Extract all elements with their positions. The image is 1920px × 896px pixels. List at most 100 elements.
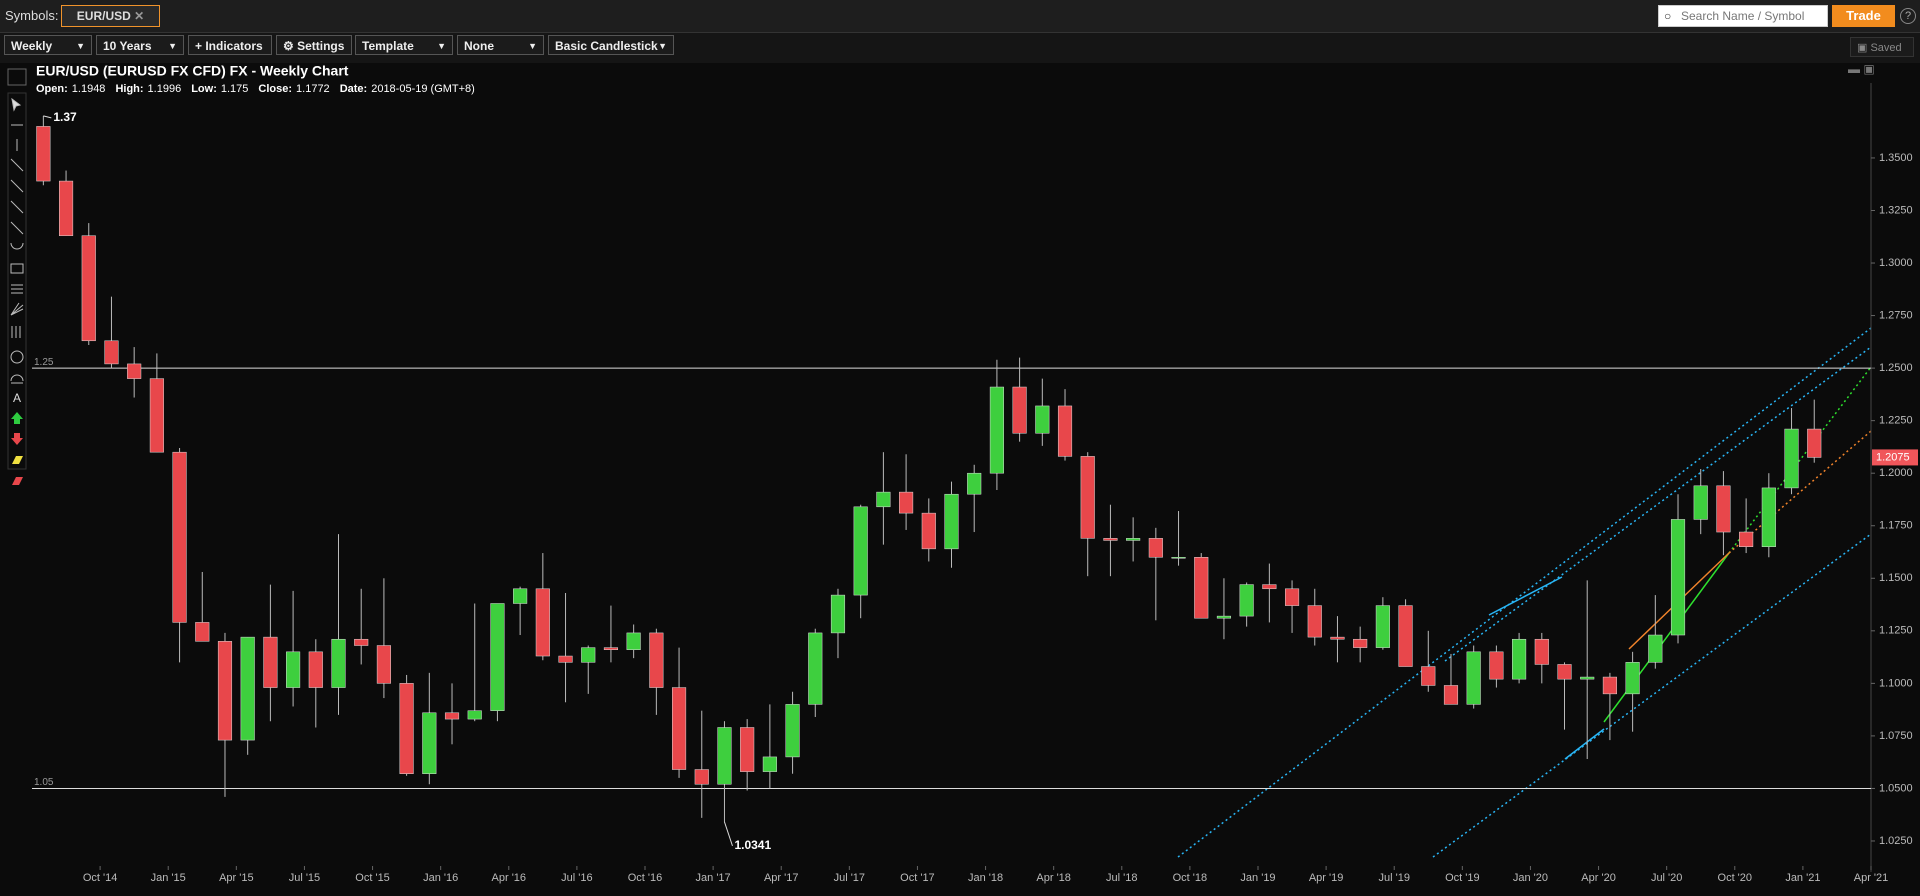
overlay: None xyxy=(464,39,494,53)
candle-body xyxy=(1035,405,1050,434)
trend-line[interactable] xyxy=(1432,533,1872,858)
settings: Settings xyxy=(297,39,345,53)
candle-body xyxy=(58,180,74,236)
candle-body xyxy=(944,493,959,550)
style-select[interactable]: Basic Candlestick ▼ xyxy=(548,35,674,55)
x-tick-label: Jan '21 xyxy=(1785,872,1820,884)
x-tick-label: Apr '17 xyxy=(764,872,799,884)
candle-body xyxy=(149,378,164,453)
tool[interactable] xyxy=(10,350,24,364)
x-tick-label: Jan '19 xyxy=(1240,872,1275,884)
trade-button[interactable]: Trade xyxy=(1832,5,1895,27)
saved: Saved xyxy=(1870,42,1902,54)
template-select[interactable]: Template ▼ xyxy=(355,35,453,55)
chart-title: EUR/USD (EURUSD FX CFD) FX - Weekly Char… xyxy=(36,63,349,79)
x-tick-label: Jan '15 xyxy=(151,872,186,884)
x-tick-label: Apr '20 xyxy=(1581,872,1616,884)
indicators: Indicators xyxy=(205,39,263,53)
saved-status: ▣ Saved xyxy=(1850,37,1914,57)
x-tick-label: Jan '18 xyxy=(968,872,1003,884)
candle-body xyxy=(1670,519,1686,636)
symbol-chip[interactable]: EUR/USD ✕ xyxy=(61,5,160,27)
horizontal-line-label: 1.05 xyxy=(34,777,54,788)
tool[interactable] xyxy=(12,456,23,464)
x-tick-label: Oct '18 xyxy=(1173,872,1208,884)
trend-line[interactable] xyxy=(1603,552,1730,723)
y-tick-label: 1.1250 xyxy=(1879,625,1913,637)
search-placeholder: Search Name / Symbol xyxy=(1681,9,1805,23)
range-select[interactable]: 10 Years ▼ xyxy=(96,35,184,55)
help-icon[interactable]: ? xyxy=(1900,8,1916,24)
interval-select[interactable]: Weekly ▼ xyxy=(4,35,92,55)
x-tick-label: Jul '19 xyxy=(1378,872,1409,884)
y-tick-label: 1.3250 xyxy=(1879,204,1913,216)
tool[interactable] xyxy=(10,242,24,250)
last-price-box xyxy=(1872,449,1918,466)
search-box[interactable]: ○ Search Name / Symbol xyxy=(1658,5,1828,27)
info-value: 1.1948 xyxy=(72,83,106,95)
candle-body xyxy=(1126,538,1141,541)
style: Basic Candlestick xyxy=(555,39,658,53)
toolbar-icon[interactable]: ▬ ▣ xyxy=(1848,63,1875,76)
candle-body xyxy=(376,645,391,684)
candle-body xyxy=(286,651,301,688)
tool[interactable] xyxy=(11,284,23,294)
y-tick-label: 1.0750 xyxy=(1879,730,1913,742)
tool[interactable] xyxy=(11,326,21,338)
tool-panel xyxy=(7,92,27,470)
candle-body xyxy=(1171,557,1186,559)
tool[interactable] xyxy=(11,412,23,424)
tool[interactable] xyxy=(10,158,24,172)
candle-body xyxy=(354,638,369,646)
trend-line[interactable] xyxy=(1488,576,1563,616)
x-tick-label: Jul '18 xyxy=(1106,872,1137,884)
x-tick-label: Jul '15 xyxy=(289,872,320,884)
tool[interactable] xyxy=(10,374,24,384)
tool[interactable] xyxy=(10,221,24,235)
candle-body xyxy=(1512,638,1527,680)
candle-body xyxy=(1489,651,1504,680)
candle-body xyxy=(1194,557,1209,619)
settings-button[interactable]: ⚙ Settings xyxy=(276,35,352,55)
trend-line[interactable] xyxy=(1444,346,1872,662)
candle-body xyxy=(331,638,346,688)
tool[interactable] xyxy=(10,263,24,274)
candle-body xyxy=(172,451,187,623)
candle-body xyxy=(1443,685,1459,705)
candle-body xyxy=(240,636,255,741)
candle-body xyxy=(921,512,936,550)
candle-body xyxy=(1307,605,1322,638)
tool[interactable] xyxy=(10,179,24,193)
tool[interactable] xyxy=(7,68,27,86)
tool[interactable] xyxy=(10,302,24,316)
symbol: EUR/USD xyxy=(76,9,131,23)
candle-body xyxy=(1353,638,1368,648)
indicators-button[interactable]: + Indicators xyxy=(188,35,272,55)
x-tick-label: Apr '16 xyxy=(492,872,527,884)
overlay-select[interactable]: None ▼ xyxy=(457,35,544,55)
info-label: Low: xyxy=(191,83,217,95)
info-label: Open: xyxy=(36,83,68,95)
trend-line[interactable] xyxy=(1177,327,1872,858)
candle-body xyxy=(1466,651,1481,705)
trend-line[interactable] xyxy=(1564,728,1605,760)
candle-body xyxy=(1330,636,1345,640)
info-value: 1.1772 xyxy=(296,83,330,95)
candle-body xyxy=(1739,531,1754,548)
x-tick-label: Jan '20 xyxy=(1513,872,1548,884)
candle-body xyxy=(1625,662,1640,695)
x-tick-label: Jan '17 xyxy=(696,872,731,884)
trend-line[interactable] xyxy=(1728,366,1872,554)
candle-body xyxy=(104,340,119,365)
candle-body xyxy=(81,235,96,342)
candle-body xyxy=(1057,405,1073,457)
tool[interactable] xyxy=(10,200,24,214)
tool[interactable] xyxy=(11,433,23,445)
candle-body xyxy=(899,491,914,514)
tool[interactable]: A xyxy=(13,391,21,405)
candle-body xyxy=(581,647,596,663)
x-tick-label: Apr '15 xyxy=(219,872,254,884)
tool[interactable] xyxy=(12,477,23,485)
candle-body xyxy=(1693,485,1708,520)
tool[interactable] xyxy=(11,97,22,112)
